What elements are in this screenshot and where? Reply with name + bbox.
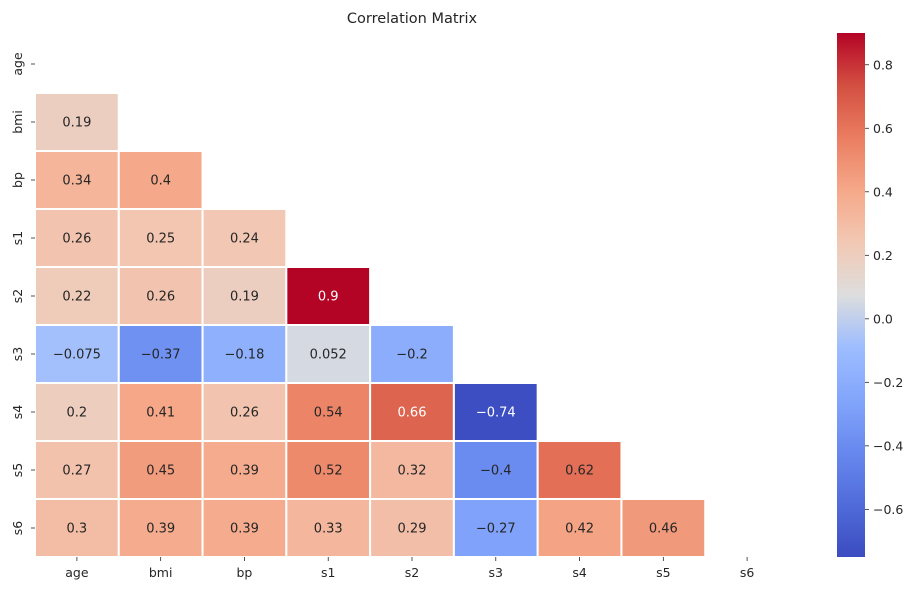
cell-value-label-bp-age: 0.34 [62, 174, 91, 189]
x-tick-label-bmi: bmi [149, 565, 173, 580]
colorbar-tick-label-4: 0.2 [873, 248, 893, 263]
x-tick-label-bp: bp [237, 565, 253, 580]
cell-value-label-s3-bmi: −0.37 [141, 348, 181, 363]
heatmap-cell-s4-s3 [452, 382, 539, 442]
x-tick-label-s3: s3 [489, 565, 503, 580]
cell-value-label-s2-bp: 0.19 [230, 290, 259, 305]
colorbar-tick-label-6: 0.6 [873, 121, 893, 136]
cell-value-label-s6-bp: 0.39 [230, 522, 259, 537]
heatmap-cell-s4-bp [201, 382, 288, 442]
cell-value-label-s4-age: 0.2 [67, 406, 88, 421]
cell-value-label-s6-s5: 0.46 [649, 522, 678, 537]
cell-value-label-s4-bmi: 0.41 [146, 406, 175, 421]
x-tick-label-s2: s2 [405, 565, 419, 580]
heatmap-cell-s1-bp [201, 208, 288, 268]
y-tick-label-bmi: bmi [10, 110, 25, 134]
cell-value-label-s1-age: 0.26 [62, 232, 91, 247]
cell-value-label-bp-bmi: 0.4 [150, 174, 171, 189]
heatmap-cell-s5-age [34, 440, 120, 500]
colorbar-tick-label-5: 0.4 [873, 184, 893, 199]
colorbar-tick-label-0: −0.6 [873, 502, 903, 517]
colorbar-tick-label-1: −0.4 [873, 438, 903, 453]
x-tick-label-age: age [65, 565, 89, 580]
cell-value-label-s6-age: 0.3 [67, 522, 88, 537]
x-tick-label-s1: s1 [321, 565, 335, 580]
chart-title: Correlation Matrix [347, 11, 478, 27]
cell-value-label-s4-s2: 0.66 [398, 406, 427, 421]
x-tick-label-s5: s5 [656, 565, 670, 580]
y-tick-label-s4: s4 [10, 405, 25, 420]
cell-value-label-bmi-age: 0.19 [62, 116, 91, 131]
heatmap-cell-s5-bmi [117, 440, 204, 500]
cell-value-label-s6-bmi: 0.39 [146, 522, 175, 537]
cell-value-label-s3-bp: −0.18 [225, 348, 265, 363]
cell-value-label-s5-s1: 0.52 [314, 464, 343, 479]
colorbar-tick-label-2: −0.2 [873, 375, 903, 390]
cell-value-label-s6-s4: 0.42 [565, 522, 594, 537]
y-tick-label-s2: s2 [10, 289, 25, 303]
colorbar-gradient [837, 33, 865, 557]
colorbar-tick-label-7: 0.8 [873, 57, 893, 72]
cell-value-label-s4-bp: 0.26 [230, 406, 259, 421]
cell-value-label-s4-s1: 0.54 [314, 406, 343, 421]
heatmap-cell-s6-s5 [620, 498, 707, 558]
heatmap-cells: 0.19 0.34 0.4 0.26 0.25 0.24 0.22 0.26 0.19 0.9 −0… [34, 92, 707, 558]
cell-value-label-s5-bp: 0.39 [230, 464, 259, 479]
cell-value-label-s1-bp: 0.24 [230, 232, 259, 247]
heatmap-cell-s3-bmi [117, 324, 204, 384]
y-tick-label-s1: s1 [10, 231, 25, 245]
cell-value-label-s5-age: 0.27 [62, 464, 91, 479]
cell-value-label-s3-s2: −0.2 [396, 348, 428, 363]
x-tick-label-s6: s6 [740, 565, 755, 580]
y-tick-label-age: age [10, 52, 25, 76]
x-axis: age bmi bp s1 s2 s3 s4 s5 s6 [65, 557, 754, 580]
cell-value-label-s3-age: −0.075 [53, 348, 101, 363]
cell-value-label-s3-s1: 0.052 [310, 348, 347, 363]
cell-value-label-s5-s3: −0.4 [480, 464, 512, 479]
cell-value-label-s5-s2: 0.32 [398, 464, 427, 479]
cell-value-label-s6-s3: −0.27 [476, 522, 516, 537]
cell-value-label-s1-bmi: 0.25 [146, 232, 175, 247]
heatmap-cell-s2-s1 [285, 266, 372, 326]
colorbar: −0.6 −0.4 −0.2 0.0 0.2 0.4 0.6 0.8 [837, 33, 903, 557]
cell-value-label-s2-bmi: 0.26 [146, 290, 175, 305]
heatmap-cell-s5-s3 [452, 440, 539, 500]
y-tick-label-bp: bp [10, 172, 25, 188]
colorbar-tick-label-3: 0.0 [873, 311, 893, 326]
y-tick-label-s6: s6 [10, 521, 25, 536]
cell-value-label-s5-bmi: 0.45 [146, 464, 175, 479]
cell-value-label-s2-s1: 0.9 [318, 290, 339, 305]
cell-value-label-s2-age: 0.22 [62, 290, 91, 305]
heatmap-cell-s4-s1 [285, 382, 372, 442]
heatmap-cell-s6-age [34, 498, 120, 558]
cell-value-label-s6-s2: 0.29 [398, 522, 427, 537]
heatmap-cell-s4-s2 [369, 382, 455, 442]
x-tick-label-s4: s4 [572, 565, 587, 580]
cell-value-label-s5-s4: 0.62 [565, 464, 594, 479]
heatmap-cell-s6-bp [201, 498, 288, 558]
heatmap-cell-bp-age [34, 150, 120, 210]
y-tick-label-s5: s5 [10, 463, 25, 477]
cell-value-label-s6-s1: 0.33 [314, 522, 343, 537]
y-tick-label-s3: s3 [10, 347, 25, 361]
heatmap-cell-s2-bmi [117, 266, 204, 326]
y-axis: age bmi bp s1 s2 s3 s4 s5 s6 [10, 52, 35, 535]
heatmap-cell-s3-s1 [285, 324, 372, 384]
heatmap-cell-s4-bmi [117, 382, 204, 442]
cell-value-label-s4-s3: −0.74 [476, 406, 516, 421]
